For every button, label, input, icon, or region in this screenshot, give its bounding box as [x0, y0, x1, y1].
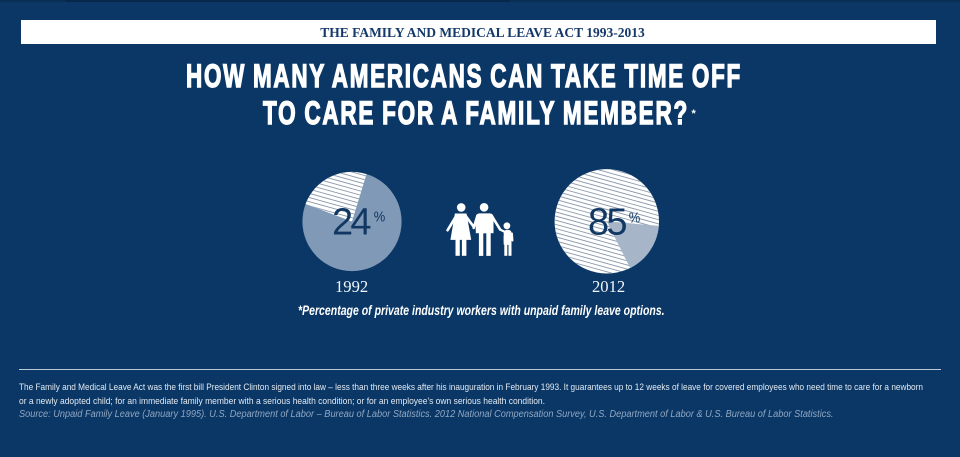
- svg-text:85: 85: [588, 201, 628, 243]
- svg-text:%: %: [629, 209, 641, 226]
- svg-text:%: %: [374, 209, 386, 226]
- svg-text:24: 24: [332, 202, 372, 244]
